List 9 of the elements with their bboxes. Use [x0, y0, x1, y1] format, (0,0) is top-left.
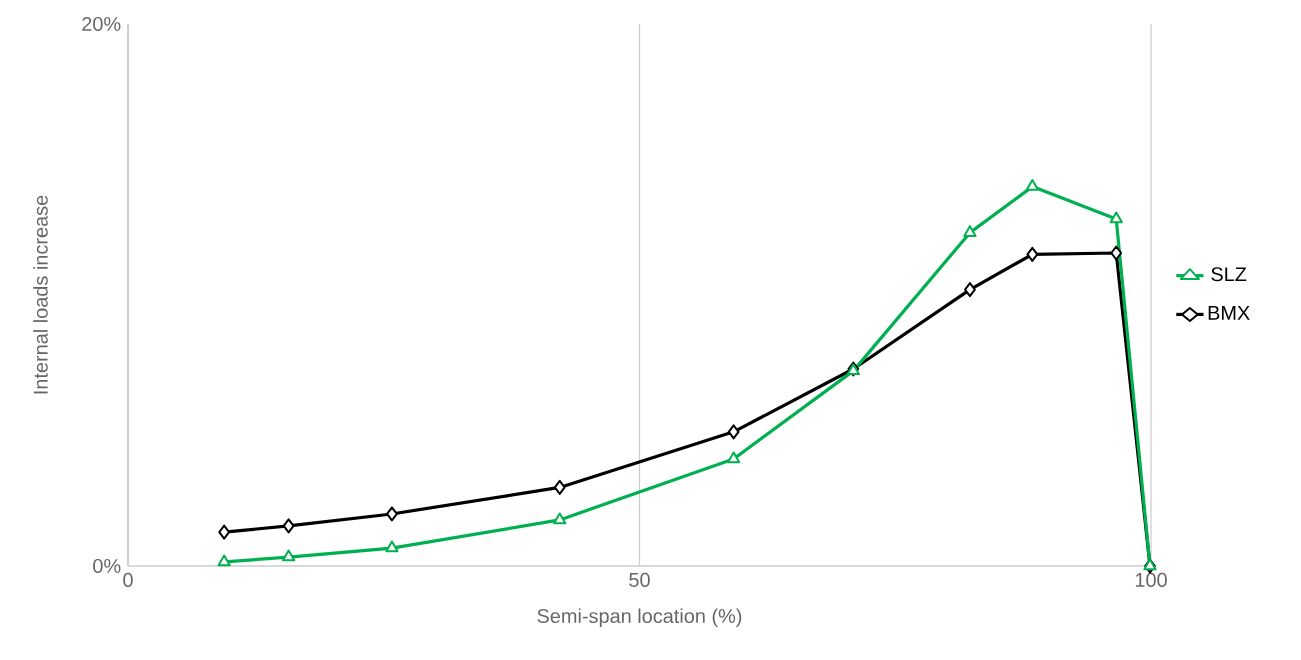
legend-label: BMX — [1208, 306, 1250, 320]
x-axis-title: Semi-span location (%) — [537, 608, 742, 628]
y-tick-label: 20% — [82, 16, 121, 32]
x-tick-label: 100 — [1135, 572, 1167, 587]
x-tick-label: 50 — [629, 572, 650, 587]
y-axis-title: Internal loads increase — [33, 195, 48, 394]
x-tick-label: 0 — [123, 572, 133, 587]
y-tick-label: 0% — [93, 558, 121, 574]
legend-label: SLZ — [1211, 267, 1247, 282]
